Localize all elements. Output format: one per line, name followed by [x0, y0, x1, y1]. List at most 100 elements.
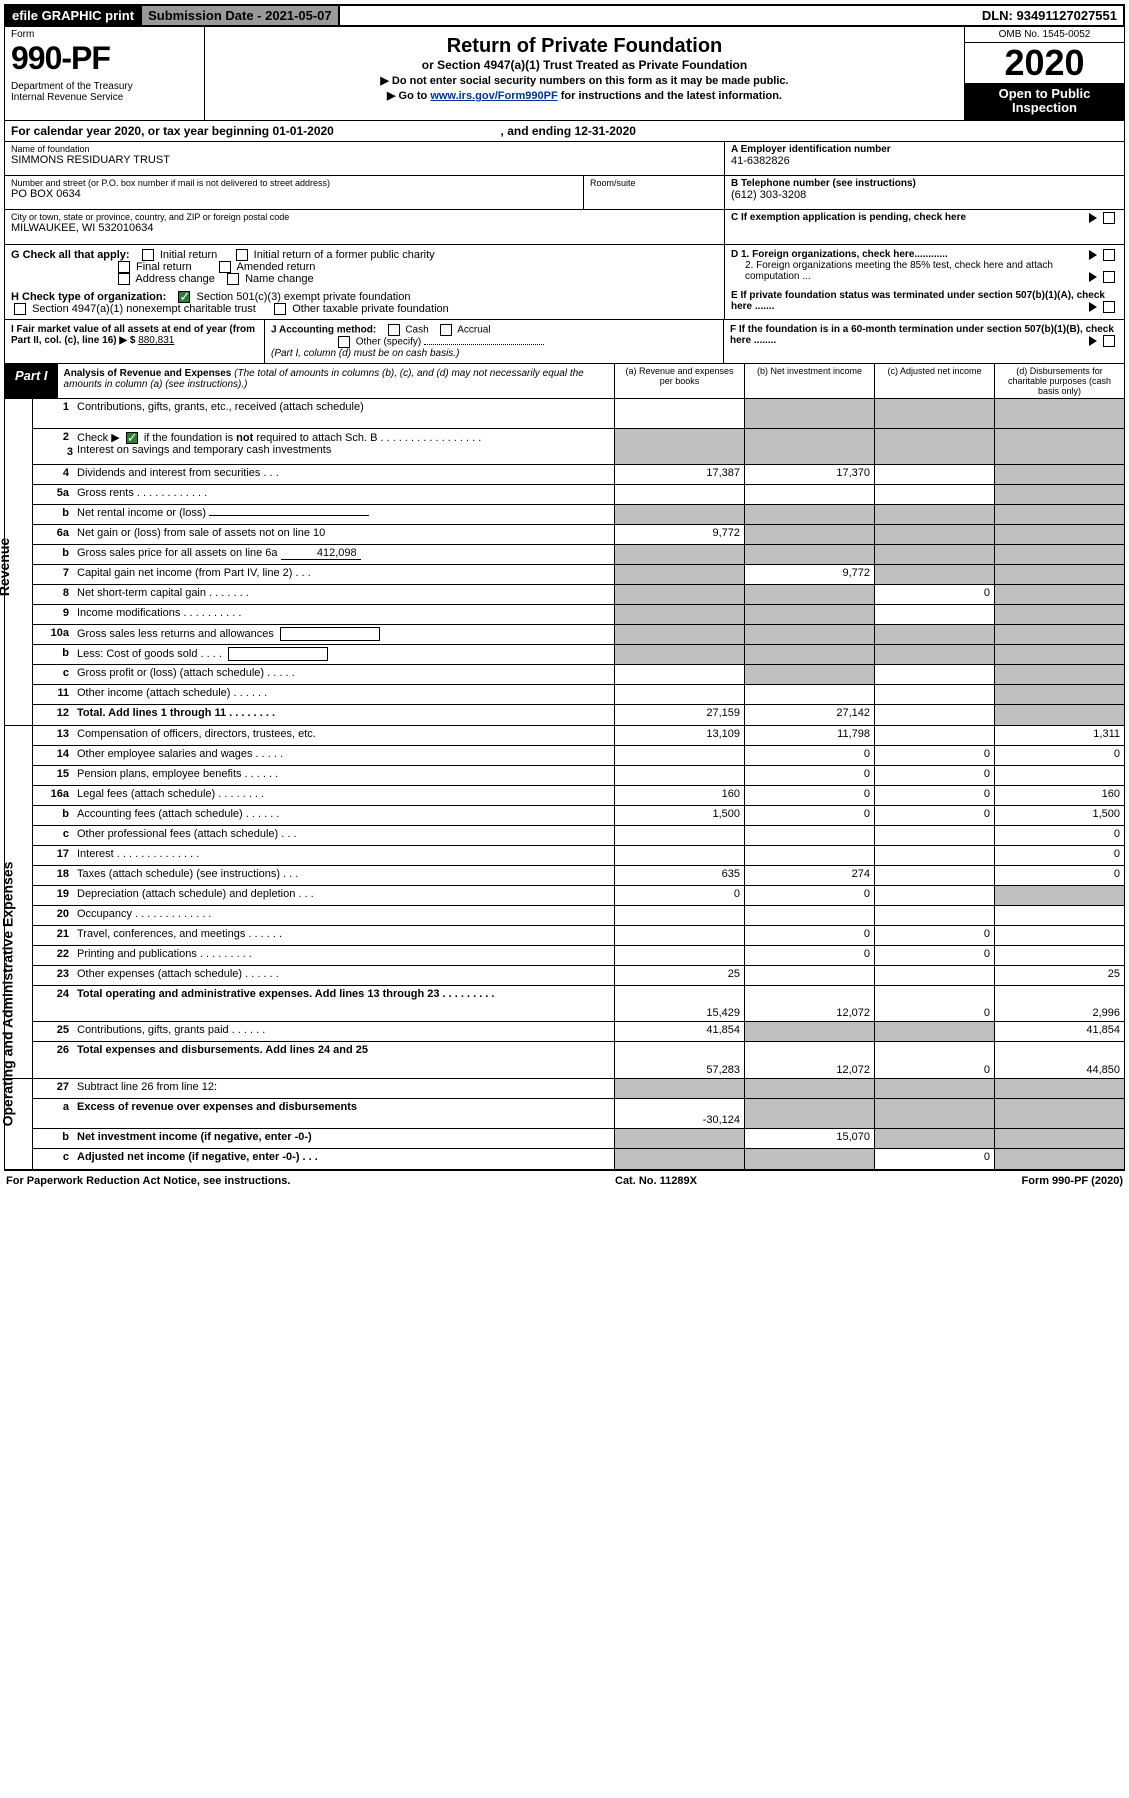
- F-checkbox[interactable]: [1103, 335, 1115, 347]
- cell-c: [874, 685, 994, 704]
- cell-d: [994, 705, 1124, 725]
- cell-a: [614, 1129, 744, 1148]
- ln: b: [33, 545, 73, 564]
- revenue-rot: Revenue: [0, 538, 12, 596]
- cell-c: [874, 429, 994, 464]
- cell-c: 0: [874, 1042, 994, 1078]
- entity-left: Name of foundation SIMMONS RESIDUARY TRU…: [5, 142, 724, 244]
- cell-d: [994, 685, 1124, 704]
- addr-val: PO BOX 0634: [11, 188, 577, 200]
- desc: Taxes (attach schedule) (see instruction…: [73, 866, 614, 885]
- D1-checkbox[interactable]: [1103, 249, 1115, 261]
- E-checkbox[interactable]: [1103, 301, 1115, 313]
- row-16a: 16a Legal fees (attach schedule) . . . .…: [33, 786, 1124, 806]
- revenue-rows: 1 Contributions, gifts, grants, etc., re…: [33, 399, 1124, 725]
- desc: Contributions, gifts, grants paid . . . …: [73, 1022, 614, 1041]
- cell-d: 0: [994, 846, 1124, 865]
- D2-checkbox[interactable]: [1103, 271, 1115, 283]
- part1-tab: Part I: [5, 364, 58, 398]
- cell-d: [994, 946, 1124, 965]
- G-name-checkbox[interactable]: [227, 273, 239, 285]
- city-row: City or town, state or province, country…: [5, 210, 724, 244]
- G-final-checkbox[interactable]: [118, 261, 130, 273]
- cell-b: 0: [744, 766, 874, 785]
- row-20: 20 Occupancy . . . . . . . . . . . . .: [33, 906, 1124, 926]
- r10b-desc: Less: Cost of goods sold . . . .: [77, 648, 222, 660]
- C-check-wrap: [1085, 212, 1118, 224]
- G-addr: Address change: [135, 273, 215, 285]
- revenue-section: Revenue 1 Contributions, gifts, grants, …: [4, 399, 1125, 726]
- J-accrual-checkbox[interactable]: [440, 324, 452, 336]
- cal-begin: 01-01-2020: [272, 124, 333, 138]
- cell-b: [744, 1079, 874, 1098]
- J-other: Other (specify): [356, 337, 422, 348]
- topbar: efile GRAPHIC print Submission Date - 20…: [4, 4, 1125, 27]
- cell-c: [874, 1079, 994, 1098]
- H-4947: Section 4947(a)(1) nonexempt charitable …: [32, 303, 256, 315]
- cell-b: [744, 1099, 874, 1128]
- cell-c: [874, 465, 994, 484]
- J-other-line: [424, 344, 544, 345]
- ln: 7: [33, 565, 73, 584]
- F-label: F If the foundation is in a 60-month ter…: [730, 324, 1114, 346]
- form-number: 990-PF: [11, 40, 198, 77]
- desc: Income modifications . . . . . . . . . .: [73, 605, 614, 624]
- row-25: 25 Contributions, gifts, grants paid . .…: [33, 1022, 1124, 1042]
- cell-d: [994, 585, 1124, 604]
- cell-b: [744, 665, 874, 684]
- r6b-desc: Gross sales price for all assets on line…: [77, 547, 278, 559]
- cell-b: [744, 429, 874, 464]
- ln: b: [33, 645, 73, 664]
- check-block-GD: G Check all that apply: Initial return I…: [4, 245, 1125, 320]
- G-initial-checkbox[interactable]: [142, 249, 154, 261]
- row-1: 1 Contributions, gifts, grants, etc., re…: [33, 399, 1124, 429]
- G-amended-checkbox[interactable]: [219, 261, 231, 273]
- D1-row: D 1. Foreign organizations, check here..…: [731, 249, 1118, 260]
- cell-c: 0: [874, 766, 994, 785]
- B-row: B Telephone number (see instructions) (6…: [725, 176, 1124, 210]
- desc: Adjusted net income (if negative, enter …: [73, 1149, 614, 1169]
- cell-d: [994, 766, 1124, 785]
- row-10a: 10a Gross sales less returns and allowan…: [33, 625, 1124, 645]
- desc: Excess of revenue over expenses and disb…: [73, 1099, 614, 1128]
- H-501c3-checkbox[interactable]: [178, 291, 190, 303]
- ln: 15: [33, 766, 73, 785]
- desc: Printing and publications . . . . . . . …: [73, 946, 614, 965]
- cell-b: [744, 399, 874, 428]
- cal-prefix: For calendar year 2020, or tax year begi…: [11, 124, 272, 138]
- footer-right: Form 990-PF (2020): [1022, 1175, 1123, 1187]
- ln: 18: [33, 866, 73, 885]
- row-10c: c Gross profit or (loss) (attach schedul…: [33, 665, 1124, 685]
- row-10b: b Less: Cost of goods sold . . . .: [33, 645, 1124, 665]
- J-other-checkbox[interactable]: [338, 336, 350, 348]
- row-27a: a Excess of revenue over expenses and di…: [33, 1099, 1124, 1129]
- cell-a: [614, 926, 744, 945]
- instr2-link[interactable]: www.irs.gov/Form990PF: [430, 90, 557, 102]
- r2-checkbox[interactable]: [126, 432, 138, 444]
- G-initial-former-checkbox[interactable]: [236, 249, 248, 261]
- F-section: F If the foundation is in a 60-month ter…: [724, 320, 1124, 363]
- omb: OMB No. 1545-0052: [965, 27, 1124, 43]
- B-label: B Telephone number (see instructions): [731, 178, 1118, 189]
- C-checkbox[interactable]: [1103, 212, 1115, 224]
- r2-prefix: Check ▶: [77, 432, 123, 444]
- dept1: Department of the Treasury: [11, 81, 133, 92]
- cell-d: 25: [994, 966, 1124, 985]
- cell-b: 274: [744, 866, 874, 885]
- H-other-checkbox[interactable]: [274, 303, 286, 315]
- G-addr-checkbox[interactable]: [118, 273, 130, 285]
- H-4947-checkbox[interactable]: [14, 303, 26, 315]
- A-label: A Employer identification number: [731, 144, 1118, 155]
- cell-d: 1,500: [994, 806, 1124, 825]
- cell-d: [994, 1149, 1124, 1169]
- H-label: H Check type of organization:: [11, 291, 166, 303]
- part1-header: Part I Analysis of Revenue and Expenses …: [4, 364, 1125, 399]
- row-2-3: 2 Check ▶ if the foundation is not requi…: [33, 429, 1124, 465]
- J-cash-checkbox[interactable]: [388, 324, 400, 336]
- desc: Net short-term capital gain . . . . . . …: [73, 585, 614, 604]
- summary-rows: 27 Subtract line 26 from line 12: a Exce…: [33, 1079, 1124, 1169]
- cell-d: 1,311: [994, 726, 1124, 745]
- cell-b: 0: [744, 806, 874, 825]
- row-22: 22 Printing and publications . . . . . .…: [33, 946, 1124, 966]
- cell-b: [744, 485, 874, 504]
